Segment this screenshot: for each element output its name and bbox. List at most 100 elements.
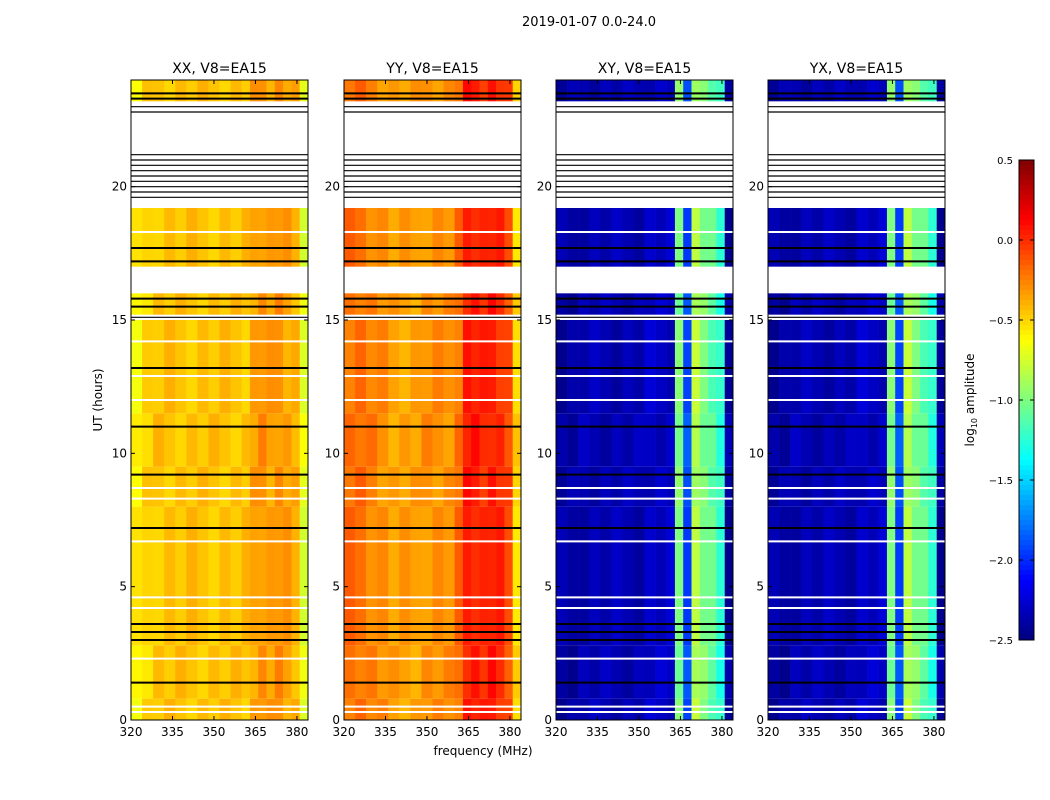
axes-frame [767, 79, 946, 721]
heatmap-cell [674, 293, 684, 315]
heatmap-cell [768, 293, 780, 315]
heatmap-cell [936, 80, 946, 102]
heatmap-cell [936, 293, 946, 315]
heatmap-cell [928, 466, 938, 507]
heatmap-cell [845, 413, 857, 467]
heatmap-cell [779, 466, 791, 507]
colorbar-swatch [1019, 270, 1034, 276]
heatmap-cell [674, 645, 684, 699]
heatmap-cell [779, 320, 791, 414]
heatmap-cell [790, 293, 802, 315]
heatmap-cell [421, 320, 433, 414]
heatmap-cell [567, 466, 579, 507]
heatmap-cell [801, 293, 813, 315]
heatmap-cell [479, 413, 489, 467]
heatmap-cell [230, 466, 242, 507]
heatmap-cell [878, 80, 888, 102]
heatmap-cell [556, 208, 568, 267]
heatmap-cell [432, 293, 444, 315]
heatmap-cell [716, 293, 726, 315]
heatmap-cell [512, 208, 522, 267]
heatmap-cell [724, 506, 734, 646]
heatmap-cell [867, 293, 879, 315]
heatmap-cell [454, 645, 464, 699]
heatmap-cell [377, 466, 389, 507]
heatmap-cell [432, 80, 444, 102]
colorbar-swatch [1019, 200, 1034, 206]
heatmap-cell [164, 698, 176, 720]
heatmap-cell [186, 466, 198, 507]
heatmap-cell [812, 698, 824, 720]
y-tick-label: 5 [756, 580, 764, 594]
colorbar-swatch [1019, 390, 1034, 396]
heatmap-cell [366, 698, 378, 720]
heatmap-cell [479, 80, 489, 102]
heatmap-cell [567, 506, 579, 646]
heatmap-cell [801, 466, 813, 507]
axes-frame [555, 79, 734, 721]
colorbar-swatch [1019, 420, 1034, 426]
colorbar-swatch [1019, 275, 1034, 281]
heatmap-cell [633, 208, 645, 267]
y-tick-label: 0 [756, 713, 764, 727]
colorbar-swatch [1019, 455, 1034, 461]
colorbar-swatch [1019, 480, 1034, 486]
heatmap-cell [344, 208, 356, 267]
heatmap-cell [291, 320, 301, 414]
heatmap-cell [790, 698, 802, 720]
colorbar-swatch [1019, 535, 1034, 541]
heatmap-cell [487, 293, 497, 315]
colorbar-swatch [1019, 385, 1034, 391]
colorbar-swatch [1019, 560, 1034, 566]
heatmap-cell [779, 645, 791, 699]
heatmap-cell [911, 80, 921, 102]
colorbar-swatch [1019, 515, 1034, 521]
heatmap-cell [834, 466, 846, 507]
heatmap-cell [779, 698, 791, 720]
heatmap-cell [589, 413, 601, 467]
heatmap-cell [699, 80, 709, 102]
colorbar-swatch [1019, 395, 1034, 401]
colorbar-swatch [1019, 185, 1034, 191]
heatmap-cell [355, 466, 367, 507]
heatmap-cell [197, 506, 209, 646]
heatmap-cell [443, 698, 455, 720]
heatmap-cell [142, 698, 154, 720]
heatmap-cell [366, 80, 378, 102]
colorbar-swatch [1019, 430, 1034, 436]
heatmap-cell [699, 320, 709, 414]
heatmap-cell [644, 645, 656, 699]
heatmap-cell [903, 208, 913, 267]
heatmap-cell [504, 293, 514, 315]
colorbar-swatch [1019, 255, 1034, 261]
x-tick-label: 365 [669, 725, 692, 739]
colorbar-swatch [1019, 375, 1034, 381]
heatmap-cell [249, 645, 259, 699]
heatmap-cell [823, 698, 835, 720]
heatmap-cell [845, 506, 857, 646]
colorbar-swatch [1019, 540, 1034, 546]
heatmap-cell [600, 208, 612, 267]
heatmap-cell [258, 645, 267, 699]
heatmap-cell [230, 645, 242, 699]
heatmap-cell [153, 506, 165, 646]
heatmap-cell [454, 80, 464, 102]
heatmap-cell [699, 413, 709, 467]
heatmap-cell [299, 645, 309, 699]
colorbar-swatch [1019, 485, 1034, 491]
heatmap-cell [867, 208, 879, 267]
heatmap-cell [299, 80, 309, 102]
heatmap-cell [219, 80, 231, 102]
x-axis-label: frequency (MHz) [433, 744, 532, 758]
heatmap-cell [878, 506, 888, 646]
heatmap-cell [421, 413, 433, 467]
heatmap-cell [479, 466, 489, 507]
colorbar-swatch [1019, 470, 1034, 476]
heatmap-cell [895, 320, 904, 414]
heatmap-cell [164, 413, 176, 467]
heatmap-cell [241, 413, 251, 467]
x-tick-label: 335 [374, 725, 397, 739]
heatmap-cell [496, 208, 505, 267]
heatmap-cell [496, 466, 505, 507]
